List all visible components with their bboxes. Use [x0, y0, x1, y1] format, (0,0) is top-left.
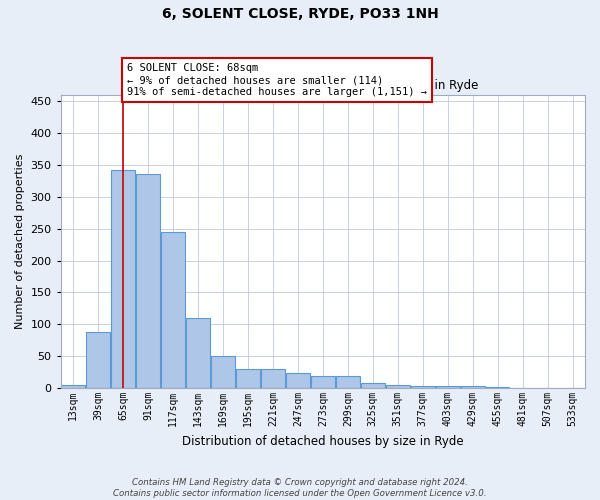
- Y-axis label: Number of detached properties: Number of detached properties: [15, 154, 25, 329]
- Bar: [361, 383, 385, 388]
- Bar: [436, 386, 460, 388]
- Text: 6 SOLENT CLOSE: 68sqm
← 9% of detached houses are smaller (114)
91% of semi-deta: 6 SOLENT CLOSE: 68sqm ← 9% of detached h…: [127, 64, 427, 96]
- Bar: [211, 356, 235, 388]
- Bar: [111, 170, 135, 388]
- Bar: [236, 369, 260, 388]
- Bar: [61, 385, 85, 388]
- Text: Contains HM Land Registry data © Crown copyright and database right 2024.
Contai: Contains HM Land Registry data © Crown c…: [113, 478, 487, 498]
- Bar: [136, 174, 160, 388]
- Bar: [311, 376, 335, 388]
- Bar: [336, 376, 359, 388]
- X-axis label: Distribution of detached houses by size in Ryde: Distribution of detached houses by size …: [182, 434, 464, 448]
- Bar: [86, 332, 110, 388]
- Bar: [486, 387, 509, 388]
- Bar: [186, 318, 210, 388]
- Bar: [161, 232, 185, 388]
- Text: 6, SOLENT CLOSE, RYDE, PO33 1NH: 6, SOLENT CLOSE, RYDE, PO33 1NH: [161, 8, 439, 22]
- Title: Size of property relative to detached houses in Ryde: Size of property relative to detached ho…: [167, 79, 478, 92]
- Bar: [411, 386, 434, 388]
- Bar: [461, 386, 485, 388]
- Bar: [386, 385, 410, 388]
- Bar: [286, 374, 310, 388]
- Bar: [261, 369, 285, 388]
